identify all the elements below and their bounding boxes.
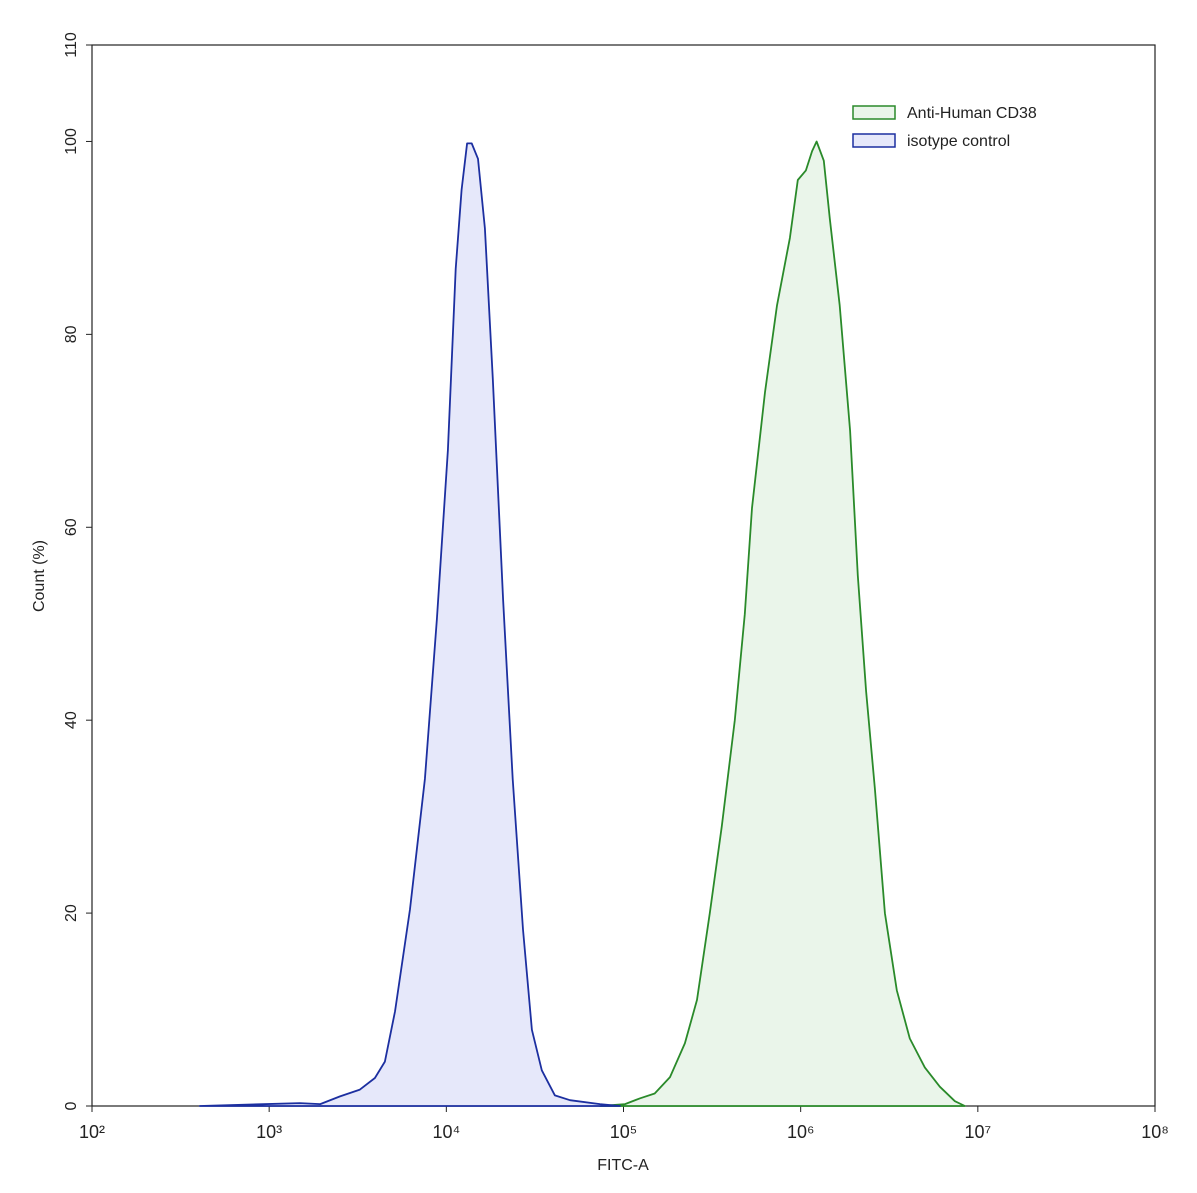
- y-tick-label: 20: [63, 904, 80, 922]
- x-tick-label: 10⁶: [787, 1122, 814, 1142]
- y-tick-label: 100: [63, 128, 80, 155]
- y-tick-label: 110: [63, 32, 80, 58]
- y-axis-label: Count (%): [31, 540, 48, 612]
- legend-label: Anti-Human CD38: [907, 105, 1037, 122]
- x-tick-label: 10²: [79, 1122, 105, 1142]
- histogram-area: [198, 142, 621, 1107]
- legend-swatch: [852, 133, 896, 148]
- y-tick-label: 80: [63, 325, 80, 343]
- y-tick-label: 40: [63, 711, 80, 729]
- x-axis-label: FITC-A: [597, 1157, 649, 1174]
- x-tick-label: 10⁷: [965, 1122, 992, 1142]
- x-tick-label: 10⁸: [1141, 1122, 1169, 1142]
- legend-label: isotype control: [907, 133, 1010, 150]
- legend-swatch: [852, 105, 896, 120]
- y-tick-label: 60: [63, 518, 80, 536]
- x-tick-label: 10⁴: [432, 1122, 460, 1142]
- x-tick-label: 10³: [256, 1122, 282, 1142]
- x-tick-label: 10⁵: [610, 1122, 637, 1142]
- histogram-area: [599, 140, 966, 1107]
- y-tick-label: 0: [63, 1101, 80, 1110]
- plot-frame: [91, 44, 1156, 1107]
